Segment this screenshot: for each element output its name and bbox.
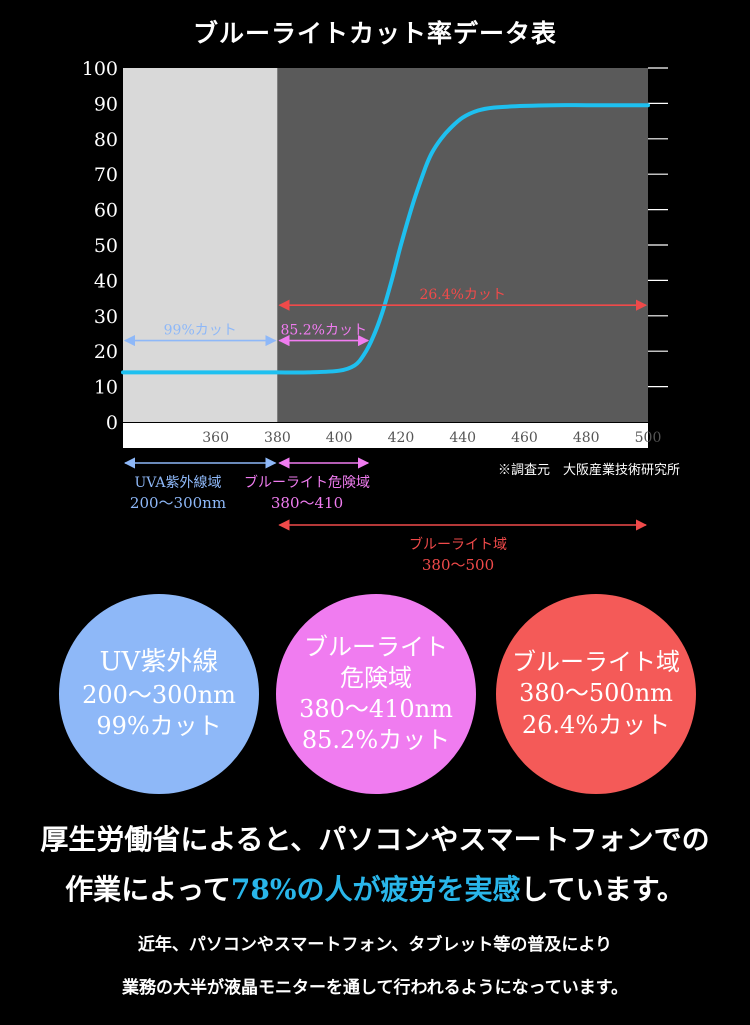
headline-line-2-pre: 作業によって: [65, 873, 231, 906]
annotation-label-2: 26.4%カット: [419, 287, 505, 303]
x-tick-label-500: 500: [635, 430, 662, 446]
y-tick-label-70: 70: [94, 164, 118, 186]
x-tick-label-460: 460: [511, 430, 538, 446]
y-tick-label-10: 10: [94, 377, 118, 399]
subtext: 近年、パソコンやスマートフォン、タブレット等の普及により 業務の大半が液晶モニタ…: [0, 930, 750, 1004]
circle-2-line-2: 26.4%カット: [521, 710, 671, 739]
x-axis-strip: [123, 422, 648, 448]
circle-0-line-0: UV紫外線: [99, 646, 219, 677]
bluelight-circle: ブルーライト域 380〜500nm 26.4%カット: [496, 594, 696, 794]
x-tick-label-440: 440: [449, 430, 476, 446]
headline: 厚生労働省によると、パソコンやスマートフォンでの 作業によって78%の人が疲労を…: [0, 818, 750, 912]
range-sub-1: 380〜410: [271, 494, 343, 512]
x-tick-label-400: 400: [326, 430, 353, 446]
circle-1-line-1: 危険域: [340, 663, 412, 692]
y-tick-label-50: 50: [94, 235, 118, 257]
x-tick-label-380: 380: [264, 430, 291, 446]
headline-line-2-post: しています。: [520, 873, 685, 906]
headline-line-1: 厚生労働省によると、パソコンやスマートフォンでの: [40, 823, 710, 856]
circle-1-line-3: 85.2%カット: [301, 726, 451, 755]
chart-region-1: [277, 68, 648, 422]
annotation-label-0: 99%カット: [164, 323, 237, 339]
range-label-0: UVA紫外線域: [134, 475, 221, 491]
range-sub-2: 380〜500: [422, 556, 494, 574]
y-tick-label-80: 80: [94, 129, 118, 151]
x-tick-label-480: 480: [573, 430, 600, 446]
y-tick-label-90: 90: [94, 93, 118, 115]
y-tick-label-60: 60: [94, 200, 118, 222]
circle-2-line-0: ブルーライト域: [512, 648, 680, 677]
source-note: ※調査元 大阪産業技術研究所: [498, 462, 680, 478]
circle-1-line-2: 380〜410nm: [299, 695, 453, 723]
circle-0-line-1: 200〜300nm: [82, 680, 236, 709]
y-tick-label-100: 100: [82, 58, 118, 80]
subtext-line-2: 業務の大半が液晶モニターを通して行われるようになっています。: [121, 978, 629, 998]
circle-0-line-2: 99%カット: [96, 711, 222, 740]
chart-title: ブルーライトカット率データ表: [192, 19, 557, 48]
danger-circle: ブルーライト 危険域 380〜410nm 85.2%カット: [276, 594, 476, 794]
circle-2-line-1: 380〜500nm: [519, 679, 673, 708]
headline-line-2: 作業によって78%の人が疲労を実感しています。: [0, 868, 750, 912]
range-label-1: ブルーライト危険域: [244, 474, 370, 491]
annotation-label-1: 85.2%カット: [280, 323, 366, 339]
circle-1-line-0: ブルーライト: [304, 632, 448, 661]
y-tick-label-40: 40: [94, 270, 118, 292]
y-tick-label-0: 0: [106, 412, 118, 434]
headline-highlight: 78%の人が疲労を実感: [230, 873, 521, 906]
x-tick-label-420: 420: [388, 430, 415, 446]
chart-region-0: [123, 68, 278, 422]
x-tick-label-360: 360: [202, 430, 229, 446]
range-label-2: ブルーライト域: [409, 536, 507, 553]
y-tick-label-20: 20: [94, 341, 118, 363]
uv-circle: UV紫外線 200〜300nm 99%カット: [59, 594, 259, 794]
series-line-0: [121, 103, 650, 375]
range-sub-0: 200〜300nm: [130, 494, 226, 512]
subtext-line-1: 近年、パソコンやスマートフォン、タブレット等の普及により: [137, 935, 613, 955]
y-tick-label-30: 30: [94, 306, 118, 328]
